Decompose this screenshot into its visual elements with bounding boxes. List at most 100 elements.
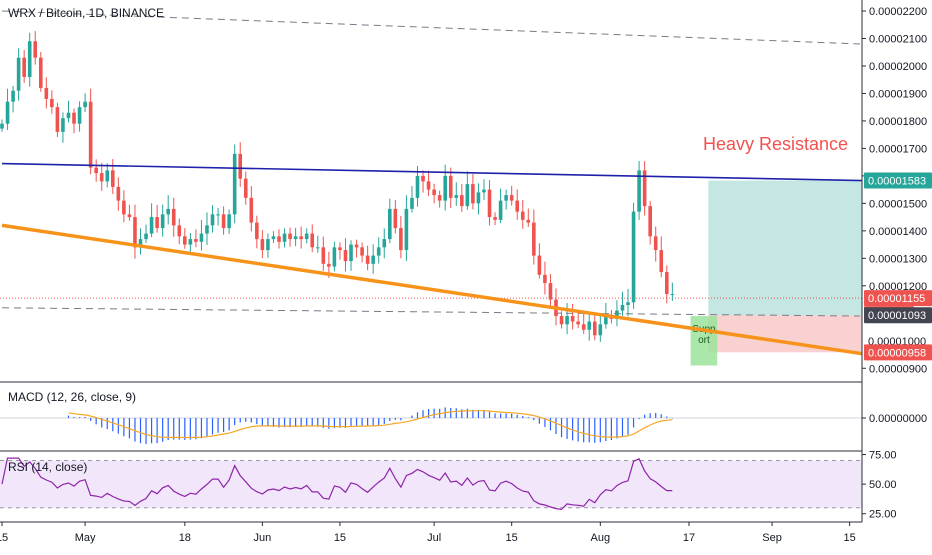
candle-body[interactable] — [232, 153, 237, 215]
candle-body[interactable] — [315, 247, 320, 249]
candle-body[interactable] — [382, 239, 387, 248]
candle-body[interactable] — [604, 316, 608, 325]
rsi-pane[interactable] — [0, 457, 862, 511]
candle-body[interactable] — [177, 225, 182, 237]
candle-body[interactable] — [642, 170, 647, 207]
candle-body[interactable] — [653, 236, 658, 251]
candle-body[interactable] — [304, 233, 309, 240]
candle-body[interactable] — [72, 112, 76, 124]
candle-body[interactable] — [50, 98, 54, 108]
candle-body[interactable] — [44, 87, 49, 99]
candle-body[interactable] — [144, 233, 148, 240]
macd-pane[interactable] — [0, 407, 862, 444]
candle-body[interactable] — [504, 195, 508, 201]
candle-body[interactable] — [565, 316, 569, 325]
candle-body[interactable] — [399, 228, 403, 251]
candle-body[interactable] — [426, 181, 431, 190]
rsi-line[interactable] — [1, 457, 673, 511]
candle-body[interactable] — [188, 239, 193, 245]
candle-body[interactable] — [543, 274, 547, 284]
candle-body[interactable] — [155, 217, 159, 229]
candle-body[interactable] — [243, 178, 248, 198]
candle-body[interactable] — [61, 118, 65, 132]
candle-body[interactable] — [581, 324, 586, 330]
candle-body[interactable] — [122, 200, 126, 215]
candle-body[interactable] — [22, 57, 26, 77]
candle-body[interactable] — [360, 247, 364, 256]
candle-body[interactable] — [55, 107, 60, 132]
candle-body[interactable] — [16, 57, 21, 91]
candle-body[interactable] — [88, 101, 93, 168]
candle-body[interactable] — [493, 217, 497, 220]
candle-body[interactable] — [11, 90, 15, 102]
candle-body[interactable] — [415, 175, 420, 198]
candle-body[interactable] — [615, 310, 619, 319]
candle-body[interactable] — [437, 195, 442, 201]
candle-body[interactable] — [443, 175, 447, 201]
candle-body[interactable] — [94, 167, 98, 174]
candle-body[interactable] — [343, 250, 348, 262]
candle-body[interactable] — [626, 302, 630, 306]
candle-body[interactable] — [221, 214, 226, 229]
candle-body[interactable] — [465, 184, 470, 207]
reward-zone[interactable] — [708, 180, 862, 316]
candle-body[interactable] — [476, 192, 481, 204]
candle-body[interactable] — [365, 255, 370, 264]
candle-body[interactable] — [133, 217, 137, 248]
resistance-trendline[interactable] — [1, 162, 863, 182]
candle-body[interactable] — [659, 250, 664, 273]
candle-body[interactable] — [194, 239, 198, 242]
candle-body[interactable] — [249, 197, 254, 223]
candle-body[interactable] — [216, 214, 220, 216]
candle-body[interactable] — [77, 107, 82, 124]
candle-body[interactable] — [509, 195, 514, 201]
candle-body[interactable] — [665, 272, 669, 295]
candle-body[interactable] — [576, 321, 580, 325]
candle-body[interactable] — [448, 175, 453, 198]
macd-signal-line[interactable] — [68, 410, 673, 439]
candle-body[interactable] — [277, 236, 281, 242]
candle-body[interactable] — [266, 239, 270, 251]
candle-body[interactable] — [227, 214, 231, 229]
candle-body[interactable] — [432, 189, 436, 196]
candle-body[interactable] — [631, 211, 636, 303]
price-axis[interactable]: 0.00002200 0.00002100 0.00002000 0.00001900… — [862, 6, 927, 521]
candle-body[interactable] — [83, 101, 87, 108]
trendlines[interactable] — [1, 162, 863, 356]
candle-body[interactable] — [537, 255, 542, 275]
candle-body[interactable] — [171, 208, 176, 226]
candle-body[interactable] — [5, 101, 10, 124]
candles[interactable] — [0, 31, 675, 342]
candle-body[interactable] — [570, 316, 575, 322]
time-axis[interactable]: 15 May 18 Jun 15 Jul 15 Aug 17 Sep 15 — [0, 522, 856, 544]
candle-body[interactable] — [210, 214, 215, 226]
candle-body[interactable] — [27, 41, 32, 77]
candle-body[interactable] — [388, 208, 392, 240]
candle-body[interactable] — [293, 236, 298, 240]
candle-body[interactable] — [260, 239, 265, 251]
candle-body[interactable] — [33, 41, 38, 58]
candle-body[interactable] — [498, 200, 503, 220]
candle-body[interactable] — [99, 173, 104, 182]
candle-body[interactable] — [160, 214, 165, 229]
candle-body[interactable] — [487, 189, 492, 218]
candle-body[interactable] — [299, 236, 303, 240]
support-box[interactable] — [690, 316, 718, 366]
candle-body[interactable] — [338, 247, 342, 251]
candle-body[interactable] — [404, 208, 409, 251]
candle-body[interactable] — [376, 247, 381, 256]
candle-body[interactable] — [116, 186, 121, 201]
candle-body[interactable] — [310, 233, 315, 248]
candle-body[interactable] — [515, 200, 520, 212]
candle-body[interactable] — [592, 321, 597, 336]
candle-body[interactable] — [288, 233, 292, 240]
candle-body[interactable] — [670, 294, 675, 296]
candle-body[interactable] — [520, 211, 525, 220]
candle-body[interactable] — [332, 247, 337, 267]
candle-body[interactable] — [0, 123, 4, 129]
candle-body[interactable] — [66, 112, 71, 119]
candle-body[interactable] — [111, 170, 115, 187]
candle-body[interactable] — [238, 153, 243, 179]
candle-body[interactable] — [526, 219, 531, 223]
